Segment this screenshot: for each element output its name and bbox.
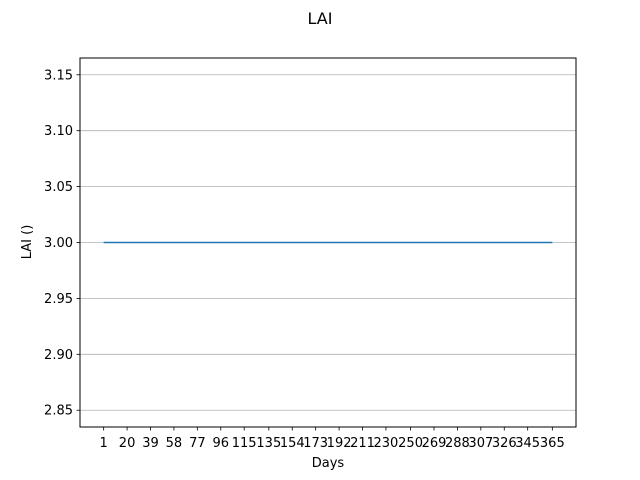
y-tick-label: 2.90 — [44, 348, 73, 363]
x-tick-label: 58 — [166, 436, 183, 451]
x-tick-label: 307 — [468, 436, 493, 451]
y-tick-label: 3.10 — [44, 124, 73, 139]
x-tick-label: 20 — [119, 436, 136, 451]
x-tick-label: 326 — [492, 436, 517, 451]
y-tick-label: 2.95 — [44, 292, 73, 307]
x-tick-label: 288 — [445, 436, 470, 451]
x-tick-label: 192 — [327, 436, 352, 451]
plot-area — [79, 57, 577, 428]
x-tick-label: 1 — [100, 436, 108, 451]
y-tick-label: 2.85 — [44, 404, 73, 419]
x-tick-label: 365 — [540, 436, 565, 451]
x-tick-label: 135 — [256, 436, 281, 451]
x-tick-label: 211 — [350, 436, 375, 451]
x-tick-label: 173 — [303, 436, 328, 451]
x-tick-label: 345 — [515, 436, 540, 451]
x-tick-label: 96 — [212, 436, 229, 451]
x-tick-label: 39 — [142, 436, 159, 451]
x-tick-label: 269 — [422, 436, 447, 451]
chart-title: LAI — [308, 9, 333, 28]
x-tick-label: 77 — [189, 436, 206, 451]
x-tick-label: 154 — [280, 436, 305, 451]
y-axis: 2.85 2.90 2.95 3.00 3.05 3.10 3.15 — [44, 68, 80, 419]
x-axis-label: Days — [312, 456, 345, 471]
x-tick-label: 115 — [232, 436, 257, 451]
y-tick-label: 3.05 — [44, 180, 73, 195]
y-tick-label: 3.15 — [44, 68, 73, 83]
x-tick-label: 250 — [398, 436, 423, 451]
y-tick-label: 3.00 — [44, 236, 73, 251]
y-axis-label: LAI () — [20, 225, 35, 260]
x-tick-label: 230 — [374, 436, 399, 451]
